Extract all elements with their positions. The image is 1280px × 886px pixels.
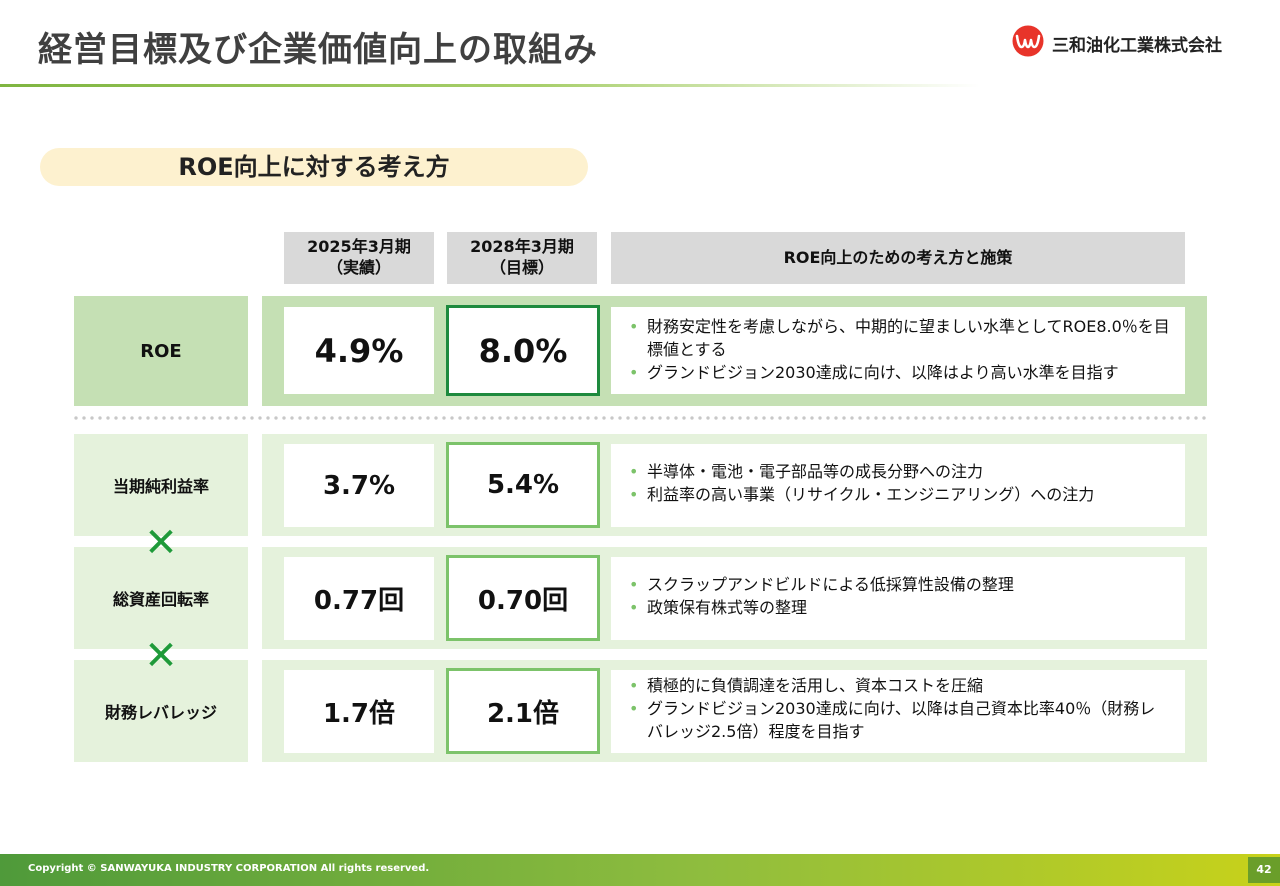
asset-turnover-actual-value: 0.77回 (284, 557, 434, 640)
asset-turnover-target-value: 0.70回 (446, 555, 600, 641)
list-item: グランドビジョン2030達成に向け、以降はより高い水準を目指す (627, 361, 1171, 384)
page-number-box (1248, 857, 1280, 883)
list-item: 積極的に負債調達を活用し、資本コストを圧縮 (627, 674, 1171, 697)
dotted-divider (72, 415, 1208, 421)
financial-leverage-actual-value: 1.7倍 (284, 670, 434, 753)
section-pill (40, 148, 588, 186)
company-name: 三和油化工業株式会社 (1052, 36, 1222, 56)
page-title: 経営目標及び企業価値向上の取組み (38, 30, 598, 70)
financial-leverage-target-value: 2.1倍 (446, 668, 600, 754)
asset-turnover-notes: スクラップアンドビルドによる低採算性設備の整理 政策保有株式等の整理 (611, 557, 1185, 640)
column-header-actual: 2025年3月期 （実績） (284, 232, 434, 284)
roe-actual-value: 4.9% (284, 307, 434, 394)
column-header-measures-label: ROE向上のための考え方と施策 (783, 247, 1013, 267)
list-item: 政策保有株式等の整理 (627, 596, 1171, 619)
net-profit-margin-actual-value: 3.7% (284, 444, 434, 527)
list-item: グランドビジョン2030達成に向け、以降は自己資本比率40％（財務レバレッジ2.… (627, 697, 1171, 743)
column-header-actual-line2: （実績） (326, 258, 391, 277)
column-header-target-line1: 2028年3月期 (470, 237, 574, 257)
list-item: 利益率の高い事業（リサイクル・エンジニアリング）への注力 (627, 483, 1171, 506)
financial-leverage-notes: 積極的に負債調達を活用し、資本コストを圧縮 グランドビジョン2030達成に向け、… (611, 670, 1185, 753)
footer-bar (0, 854, 1280, 886)
row-label-asset-turnover: 総資産回転率 (74, 547, 248, 649)
page-number: 42 (1256, 863, 1272, 876)
list-item: 半導体・電池・電子部品等の成長分野への注力 (627, 460, 1171, 483)
net-profit-margin-notes: 半導体・電池・電子部品等の成長分野への注力 利益率の高い事業（リサイクル・エンジ… (611, 444, 1185, 527)
multiply-icon: ✕ (144, 520, 178, 566)
row-label-net-profit-margin: 当期純利益率 (74, 434, 248, 536)
copyright-text: Copyright © SANWAYUKA INDUSTRY CORPORATI… (28, 863, 430, 874)
column-header-measures: ROE向上のための考え方と施策 (611, 232, 1185, 284)
sanwa-logo-icon (1012, 25, 1044, 57)
roe-notes: 財務安定性を考慮しながら、中期的に望ましい水準としてROE8.0％を目標値とする… (611, 307, 1185, 394)
row-label-roe: ROE (74, 296, 248, 406)
column-header-actual-line1: 2025年3月期 (307, 237, 411, 257)
list-item: スクラップアンドビルドによる低採算性設備の整理 (627, 573, 1171, 596)
roe-target-value: 8.0% (446, 305, 600, 396)
column-header-target: 2028年3月期 （目標） (447, 232, 597, 284)
multiply-icon: ✕ (144, 633, 178, 679)
column-header-target-line2: （目標） (489, 258, 554, 277)
row-label-financial-leverage: 財務レバレッジ (74, 660, 248, 762)
list-item: 財務安定性を考慮しながら、中期的に望ましい水準としてROE8.0％を目標値とする (627, 315, 1171, 361)
section-heading: ROE向上に対する考え方 (178, 153, 450, 181)
title-underline (0, 84, 980, 87)
net-profit-margin-target-value: 5.4% (446, 442, 600, 528)
